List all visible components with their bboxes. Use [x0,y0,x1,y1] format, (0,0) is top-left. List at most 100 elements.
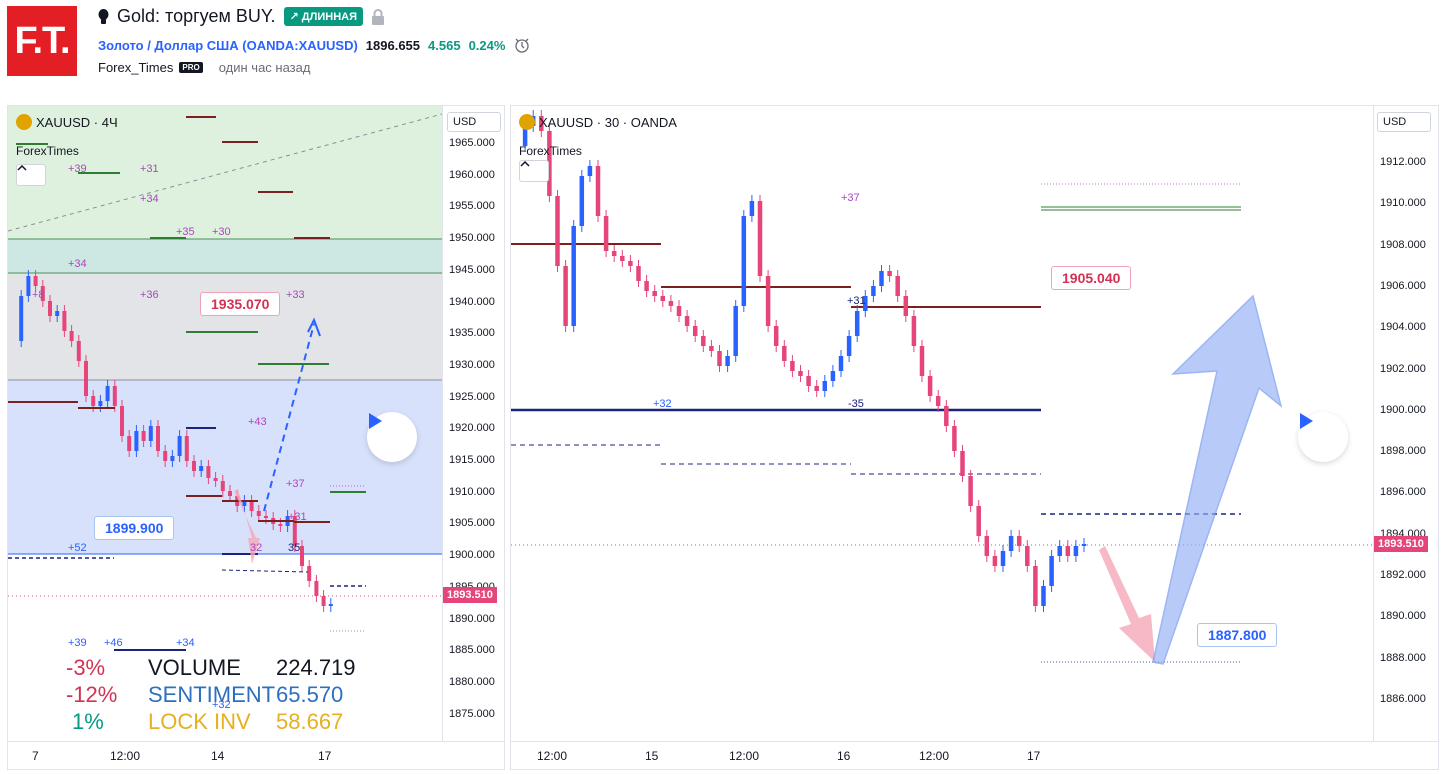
left-play-button[interactable] [367,412,417,462]
right-callout-target: 1905.040 [1051,266,1132,290]
svg-text:+31: +31 [847,295,866,307]
candle-body [55,311,60,316]
svg-text:+43: +43 [248,416,267,428]
right-currency-button[interactable]: USD [1377,112,1431,132]
volume-value: 224.719 [276,655,356,680]
candle-body [112,386,117,406]
profit-annotations: +37 +31 +32 -35 [653,192,866,410]
svg-text:+8: +8 [32,289,45,301]
price-tick-label: 1960.000 [449,168,495,181]
price-tick-label: 1910.000 [1380,197,1426,210]
candle-body [1025,546,1030,566]
time-label: 12:00 [537,749,568,763]
svg-text:+39: +39 [68,637,87,649]
candle-body [676,306,682,316]
alarm-clock-icon[interactable] [513,36,531,54]
candle-body [249,501,254,511]
candle-body [328,604,333,606]
candle-body [749,201,755,216]
candle-body [709,346,714,351]
candle-body [26,276,31,296]
time-label: 17 [318,749,332,763]
price-tick-label: 1900.000 [1380,403,1426,416]
candle-body [757,201,763,276]
teal-zone [8,239,442,273]
candle-body [134,431,139,451]
author-name[interactable]: Forex_Times [98,60,174,75]
time-label: 7 [32,749,39,763]
candle-body [725,356,730,366]
candle-body [228,491,232,496]
left-collapse-button[interactable] [16,164,46,186]
right-chart-panel[interactable]: +37 +31 +32 -35 XAUUSD · 30 · OANDA Fore… [510,105,1439,770]
gold-icon [16,114,32,130]
candle-body [192,461,196,471]
price-tick-label: 1906.000 [1380,279,1426,292]
candle-body [814,386,819,391]
candle-body [773,326,779,346]
right-chart-legend[interactable]: XAUUSD · 30 · OANDA [519,114,677,130]
candle-body [1041,586,1046,606]
candle-body [636,266,641,281]
right-price-scale[interactable]: USD 1912.000 1910.000 1908.000 1906.000 1904… [1373,106,1438,741]
candle-body [741,216,747,306]
right-current-price-label: 1893.510 [1374,536,1428,552]
time-label: 12:00 [110,749,141,763]
candle-body [120,406,124,436]
candle-body [170,456,175,461]
candle-body [278,524,283,526]
candle-body [620,256,625,261]
price-tick-label: 1915.000 [449,454,495,466]
candle-body [220,481,225,491]
candle-body [148,426,153,441]
left-chart-panel[interactable]: +39 +31 +34 +35 +30 +34 +36 +33 +43 +37 +31 +8 +… [7,105,505,770]
volume-pct: -3% [66,655,106,680]
candle-body [911,316,917,346]
time-label: 12:00 [919,749,950,763]
stats-sentiment-row: -12% SENTIMENT 65.570 [66,681,356,708]
candle-body [611,251,617,256]
symbol-change-pct: 0.24% [468,37,506,53]
left-price-scale[interactable]: USD 1965.000 1960.000 1955.000 1950.000 1945… [442,106,504,741]
svg-text:+31: +31 [288,511,307,523]
candle-body [846,336,852,356]
price-tick-label: 1965.000 [449,137,495,149]
candle-body [984,536,990,556]
svg-text:+37: +37 [286,478,305,490]
price-tick-label: 1935.000 [449,327,495,340]
left-time-scale[interactable]: 7 12:00 14 17 [8,741,504,769]
blue-zone [8,380,442,554]
right-chart-canvas[interactable]: +37 +31 +32 -35 [511,106,1373,741]
left-chart-legend[interactable]: XAUUSD · 4Ч [16,114,118,130]
candle-body [1057,546,1062,556]
lockinv-value: 58.667 [276,709,344,734]
right-sublegend: ForexTimes [519,144,582,158]
candle-body [127,436,132,451]
candle-body [264,516,268,518]
symbol-name-link[interactable]: Золото / Доллар США (OANDA:XAUUSD) [98,37,358,53]
time-label: 14 [211,749,225,763]
candle-body [830,371,836,381]
symbol-price: 1896.655 [365,37,421,53]
candle-body [863,296,868,311]
candle-body [782,346,787,361]
forex-times-logo[interactable]: F.T. [7,6,77,76]
candle-body [595,166,601,216]
right-time-scale[interactable]: 12:00 15 12:00 16 12:00 17 [511,741,1438,769]
left-current-price-label: 1893.510 [443,587,497,603]
candle-body [765,276,771,326]
right-play-button[interactable] [1298,412,1348,462]
candle-body [292,516,297,546]
candle-body [960,451,965,476]
time-label: 17 [1027,749,1041,763]
candle-body [952,426,957,451]
stats-block: -3% VOLUME 224.719 -12% SENTIMENT 65.570… [66,654,356,735]
right-collapse-button[interactable] [519,160,549,182]
candle-body [300,546,304,566]
price-tick-label: 1908.000 [1380,238,1426,251]
down-arrow [1099,546,1155,662]
left-currency-button[interactable]: USD [447,112,501,132]
left-chart-canvas[interactable]: +39 +31 +34 +35 +30 +34 +36 +33 +43 +37 +31 +8 +… [8,106,442,741]
candle-body [163,451,168,461]
candle-body [40,286,45,301]
